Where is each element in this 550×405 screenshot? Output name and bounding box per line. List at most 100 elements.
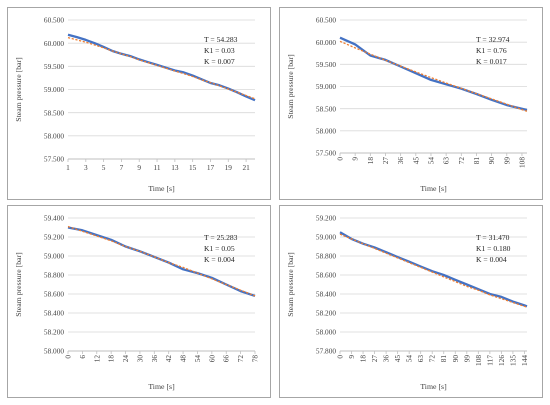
x-tick-label: 13 xyxy=(171,163,179,172)
x-tick-label: 126 xyxy=(497,355,506,366)
x-tick-label: 12 xyxy=(92,355,101,363)
y-tick-label: 60.500 xyxy=(316,16,336,25)
x-tick-label: 117 xyxy=(485,355,494,366)
x-tick-label: 36 xyxy=(382,355,391,363)
x-tick-label: 78 xyxy=(251,355,260,363)
y-tick-label: 58.400 xyxy=(44,309,64,318)
chart-1: 60.500 60.000 59.500 59.000 58.500 58.000 57.5… xyxy=(14,16,256,193)
x-tick-label: 9 xyxy=(351,157,360,161)
chart-2: 60.500 60.000 59.500 59.000 58.500 58.000 57.5… xyxy=(286,16,528,193)
y-tick-label: 57.500 xyxy=(44,155,64,164)
y-tick-label: 58.000 xyxy=(44,347,64,356)
x-tick-label: 5 xyxy=(102,163,106,172)
y-tick-label: 58.800 xyxy=(44,271,64,280)
x-axis-title: Time [s] xyxy=(148,184,175,193)
y-tick-label: 58.600 xyxy=(316,271,336,280)
chart-panel-2: 60.500 60.000 59.500 59.000 58.500 58.000 57.5… xyxy=(279,7,543,200)
x-tick-label: 81 xyxy=(472,157,481,165)
x-tick-label: 18 xyxy=(107,355,116,363)
x-tick-label: 9 xyxy=(137,163,141,172)
chart-panel-1: 60.500 60.000 59.500 59.000 58.500 58.000 57.5… xyxy=(7,7,271,200)
parameter-annotation: T = 25.283 xyxy=(204,233,238,242)
model-series-line xyxy=(67,225,256,297)
x-tick-label: 99 xyxy=(462,355,471,363)
x-axis-title: Time [s] xyxy=(148,382,175,391)
parameter-annotation: T = 54.283 xyxy=(204,35,238,44)
x-tick-label: 42 xyxy=(164,355,173,363)
y-tick-label: 58.600 xyxy=(44,290,64,299)
x-tick-label: 66 xyxy=(222,355,231,363)
y-tick-label: 57.500 xyxy=(316,149,336,158)
parameter-annotation: K = 0.017 xyxy=(476,57,507,66)
x-tick-label: 54 xyxy=(193,355,202,363)
y-tick-label: 58.000 xyxy=(316,328,336,337)
y-tick-label: 59.200 xyxy=(316,214,336,223)
x-tick-label: 15 xyxy=(189,163,197,172)
y-axis-title: Steam pressure [bar] xyxy=(14,252,23,317)
x-tick-label: 19 xyxy=(225,163,233,172)
y-tick-label: 59.500 xyxy=(316,60,336,69)
x-tick-label: 7 xyxy=(120,163,124,172)
measured-series-line xyxy=(67,33,256,102)
model-series-line xyxy=(67,36,256,100)
x-tick-label: 72 xyxy=(457,157,466,165)
x-tick-label: 30 xyxy=(135,355,144,363)
x-tick-label: 63 xyxy=(416,355,425,363)
x-tick-label: 72 xyxy=(428,355,437,363)
parameter-annotation: K1 = 0.03 xyxy=(204,46,235,55)
x-tick-label: 90 xyxy=(487,157,496,165)
model-series-line xyxy=(339,233,528,308)
parameter-annotation: T = 32.974 xyxy=(476,35,510,44)
x-tick-label: 17 xyxy=(207,163,215,172)
x-tick-label: 108 xyxy=(474,355,483,366)
x-axis-title: Time [s] xyxy=(420,382,447,391)
y-tick-label: 58.200 xyxy=(44,328,64,337)
y-axis-title: Steam pressure [bar] xyxy=(286,54,295,119)
x-tick-label: 21 xyxy=(242,163,250,172)
y-tick-label: 59.500 xyxy=(44,62,64,71)
x-tick-label: 144 xyxy=(520,355,529,366)
y-tick-label: 59.000 xyxy=(44,252,64,261)
x-tick-label: 18 xyxy=(359,355,368,363)
parameter-annotation: K1 = 0.76 xyxy=(476,46,507,55)
parameter-annotation: K = 0.007 xyxy=(204,57,235,66)
chart-4: 59.200 59.000 58.800 58.600 58.400 58.200 58.0… xyxy=(286,214,529,391)
chart-panel-4: 59.200 59.000 58.800 58.600 58.400 58.200 58.0… xyxy=(279,205,543,398)
y-tick-label: 58.500 xyxy=(44,108,64,117)
y-tick-label: 60.500 xyxy=(44,16,64,25)
x-tick-label: 90 xyxy=(451,355,460,363)
x-tick-label: 18 xyxy=(366,157,375,165)
x-tick-label: 27 xyxy=(381,157,390,165)
x-tick-label: 36 xyxy=(150,355,159,363)
x-tick-label: 0 xyxy=(64,355,73,359)
y-tick-label: 60.000 xyxy=(44,39,64,48)
y-tick-label: 59.000 xyxy=(316,233,336,242)
x-tick-label: 24 xyxy=(121,355,130,363)
x-tick-label: 45 xyxy=(393,355,402,363)
y-tick-label: 58.400 xyxy=(316,290,336,299)
y-axis-title: Steam pressure [bar] xyxy=(14,57,23,122)
y-tick-label: 57.800 xyxy=(316,347,336,356)
x-tick-label: 0 xyxy=(336,157,345,161)
x-tick-label: 9 xyxy=(347,355,356,359)
y-tick-label: 59.200 xyxy=(44,233,64,242)
x-tick-label: 27 xyxy=(370,355,379,363)
x-tick-label: 135 xyxy=(508,355,517,366)
x-tick-label: 54 xyxy=(405,355,414,363)
y-tick-label: 58.000 xyxy=(44,131,64,140)
x-tick-label: 45 xyxy=(411,157,420,165)
x-tick-label: 6 xyxy=(78,355,87,359)
x-tick-label: 81 xyxy=(439,355,448,363)
y-tick-label: 59.400 xyxy=(44,214,64,223)
parameter-annotation: K = 0.004 xyxy=(204,255,235,264)
x-tick-label: 108 xyxy=(517,157,526,168)
chart-3: 59.400 59.200 59.000 58.800 58.600 58.400 58.2… xyxy=(14,214,260,391)
x-tick-label: 54 xyxy=(426,157,435,165)
x-axis-title: Time [s] xyxy=(420,184,447,193)
x-tick-label: 1 xyxy=(66,163,70,172)
x-tick-label: 3 xyxy=(84,163,88,172)
y-tick-label: 59.000 xyxy=(316,82,336,91)
x-tick-label: 99 xyxy=(502,157,511,165)
parameter-annotation: K = 0.004 xyxy=(476,255,507,264)
parameter-annotation: K1 = 0.05 xyxy=(204,244,235,253)
